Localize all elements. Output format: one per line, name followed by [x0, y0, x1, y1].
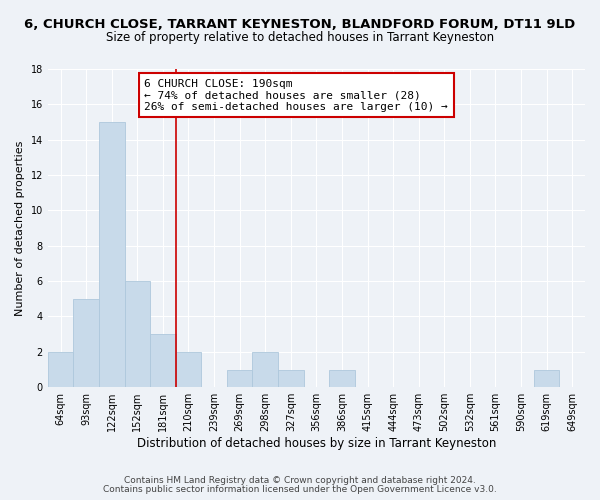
- Bar: [534, 370, 559, 387]
- Bar: [48, 352, 73, 387]
- Bar: [99, 122, 125, 387]
- Text: 6 CHURCH CLOSE: 190sqm
← 74% of detached houses are smaller (28)
26% of semi-det: 6 CHURCH CLOSE: 190sqm ← 74% of detached…: [145, 78, 448, 112]
- Text: Contains public sector information licensed under the Open Government Licence v3: Contains public sector information licen…: [103, 485, 497, 494]
- Text: Size of property relative to detached houses in Tarrant Keyneston: Size of property relative to detached ho…: [106, 31, 494, 44]
- Bar: [125, 281, 150, 387]
- Bar: [73, 299, 99, 387]
- Y-axis label: Number of detached properties: Number of detached properties: [15, 140, 25, 316]
- Text: Contains HM Land Registry data © Crown copyright and database right 2024.: Contains HM Land Registry data © Crown c…: [124, 476, 476, 485]
- X-axis label: Distribution of detached houses by size in Tarrant Keyneston: Distribution of detached houses by size …: [137, 437, 496, 450]
- Bar: [150, 334, 176, 387]
- Bar: [227, 370, 253, 387]
- Bar: [253, 352, 278, 387]
- Text: 6, CHURCH CLOSE, TARRANT KEYNESTON, BLANDFORD FORUM, DT11 9LD: 6, CHURCH CLOSE, TARRANT KEYNESTON, BLAN…: [25, 18, 575, 30]
- Bar: [176, 352, 201, 387]
- Bar: [278, 370, 304, 387]
- Bar: [329, 370, 355, 387]
